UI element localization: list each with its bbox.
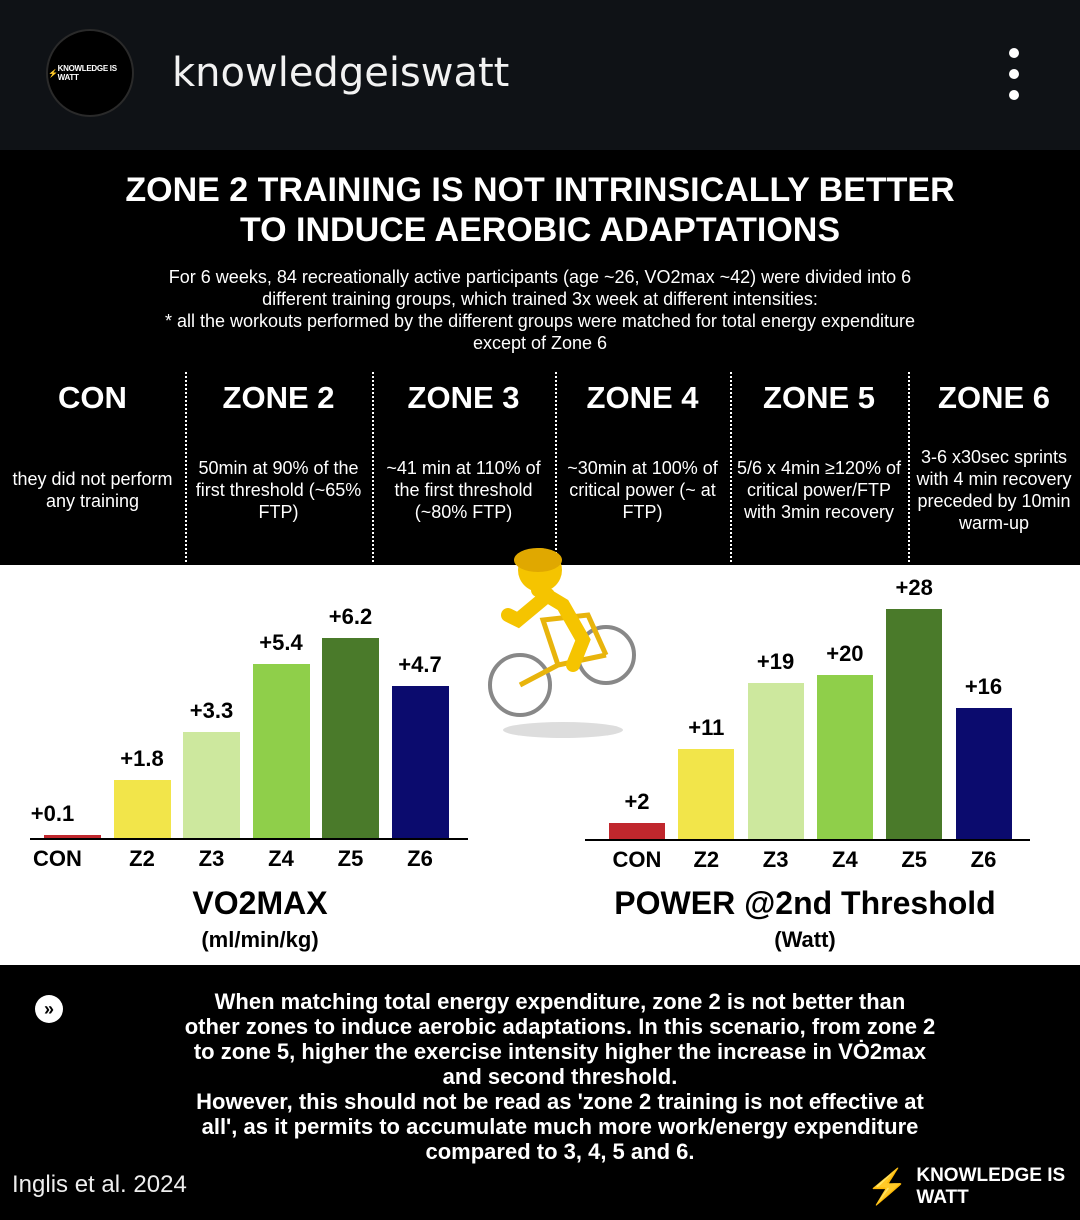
title-line: TO INDUCE AEROBIC ADAPTATIONS (239, 211, 841, 249)
x-tick-label: CON (612, 847, 662, 872)
infographic-title: ZONE 2 TRAINING IS NOT INTRINSICALLY BET… (0, 170, 1080, 250)
zone-divider (555, 372, 557, 562)
desc-line: different training groups, which trained… (262, 289, 818, 309)
zone-description: ~41 min at 110% of the first threshold (… (386, 458, 541, 522)
bar-z2 (678, 748, 735, 839)
bolt-icon: ⚡ (866, 1168, 909, 1206)
citation: Inglis et al. 2024 (12, 1171, 187, 1198)
conclusion-line: other zones to induce aerobic adaptation… (184, 1014, 936, 1039)
zone-description: 5/6 x 4min ≥120% of critical power/FTP w… (737, 458, 901, 522)
zone-description: 3-6 x30sec sprints with 4 min recovery p… (916, 447, 1072, 533)
chart-title: POWER @2nd Threshold (614, 885, 996, 921)
avatar-text: KNOWLEDGE IS WATT (57, 64, 117, 82)
x-tick-label: Z5 (337, 846, 364, 871)
x-axis-line (585, 839, 1030, 841)
x-tick-label: Z2 (129, 846, 155, 871)
data-label: +11 (688, 714, 725, 740)
conclusion-line: When matching total energy expenditure, … (214, 989, 906, 1014)
zone-name: ZONE 4 (586, 380, 699, 415)
zone-column: ZONE 3 ~41 min at 110% of the first thres… (377, 375, 550, 565)
x-tick-label: Z4 (832, 847, 858, 872)
conclusion-line: to zone 5, higher the exercise intensity… (193, 1039, 927, 1064)
bar-con (609, 822, 665, 839)
zone-name: ZONE 3 (407, 380, 520, 415)
post-header: ⚡ KNOWLEDGE IS WATT knowledgeiswatt (0, 0, 1080, 150)
data-label: +20 (826, 640, 864, 666)
bar-z6 (391, 686, 449, 838)
zone-description: 50min at 90% of the first threshold (~65… (195, 458, 362, 522)
bar-z5 (886, 609, 943, 839)
zone-name: ZONE 5 (763, 380, 875, 415)
desc-line: For 6 weeks, 84 recreationally active pa… (168, 267, 912, 287)
conclusion-line: all', as it permits to accumulate much m… (201, 1114, 919, 1139)
username[interactable]: knowledgeiswatt (172, 50, 510, 96)
x-axis-line (30, 838, 468, 840)
avatar[interactable]: ⚡ KNOWLEDGE IS WATT (46, 29, 134, 117)
chart-unit: (ml/min/kg) (201, 927, 319, 952)
x-tick-label: CON (33, 846, 82, 871)
double-chevron-right-icon: » (35, 995, 63, 1023)
bar-z5 (322, 638, 379, 838)
brand-logo: ⚡ KNOWLEDGE IS WATT (866, 1165, 1080, 1209)
bolt-icon: ⚡ (48, 68, 58, 78)
chart-unit: (Watt) (774, 927, 836, 952)
x-tick-label: Z5 (901, 847, 928, 872)
x-tick-label: Z4 (268, 846, 294, 871)
chart-title: VO2MAX (192, 885, 328, 921)
zone-name: CON (58, 380, 127, 415)
data-label: +3.3 (189, 697, 234, 723)
desc-line: * all the workouts performed by the diff… (164, 311, 916, 331)
data-label: +16 (964, 673, 1003, 699)
data-label: +5.4 (259, 629, 303, 655)
zone-description: they did not perform any training (12, 469, 173, 511)
desc-line: except of Zone 6 (472, 333, 608, 353)
x-tick-label: Z3 (762, 847, 789, 872)
x-tick-label: Z3 (198, 846, 225, 871)
data-label: +28 (895, 575, 933, 600)
bar-z4 (252, 663, 310, 838)
conclusion-line: and second threshold. (442, 1064, 678, 1089)
bar-z3 (183, 731, 240, 838)
data-label: +19 (756, 648, 795, 674)
bar-z3 (747, 682, 804, 839)
zone-column: ZONE 6 3-6 x30sec sprints with 4 min reco… (913, 375, 1075, 565)
data-label: +1.8 (120, 745, 164, 771)
data-label: +2 (624, 788, 650, 814)
x-tick-label: Z6 (970, 847, 997, 872)
x-tick-label: Z6 (407, 846, 433, 871)
cyclist-icon (488, 548, 636, 738)
zone-divider (908, 372, 910, 562)
conclusion-line: However, this should not be read as 'zon… (196, 1089, 924, 1114)
zone-column: ZONE 2 50min at 90% of the first threshol… (190, 375, 367, 565)
zone-column: CON they did not perform any training (5, 375, 180, 565)
infographic-header: ZONE 2 TRAINING IS NOT INTRINSICALLY BET… (0, 150, 1080, 565)
zone-divider (185, 372, 187, 562)
study-description: For 6 weeks, 84 recreationally active pa… (40, 266, 1040, 354)
x-tick-label: Z2 (693, 847, 720, 872)
conclusion-panel: » When matching total energy expenditure… (0, 965, 1080, 1220)
zone-divider (730, 372, 732, 562)
zone-name: ZONE 2 (222, 380, 335, 415)
title-line: ZONE 2 TRAINING IS NOT INTRINSICALLY BET… (125, 171, 955, 209)
bar-con (44, 834, 101, 838)
zone-name: ZONE 6 (938, 380, 1050, 415)
conclusion-text: When matching total energy expenditure, … (100, 989, 1020, 1164)
bar-z6 (955, 707, 1012, 839)
conclusion-line: compared to 3, 4, 5 and 6. (425, 1139, 695, 1164)
data-label: +0.1 (30, 800, 75, 826)
zone-description: ~30min at 100% of critical power (~ at F… (567, 458, 718, 522)
data-label: +6.2 (328, 604, 373, 629)
charts-area: +0.1 CON +1.8 Z2 +3.3 Z3 +5.4 Z4 +6.2 Z5 +4.7 Z6 VO2… (0, 548, 1080, 965)
zone-column: ZONE 4 ~30min at 100% of critical power (… (560, 375, 725, 565)
bar-z4 (816, 674, 873, 839)
zone-divider (372, 372, 374, 562)
zone-column: ZONE 5 5/6 x 4min ≥120% of critical power… (735, 375, 903, 565)
bar-z2 (113, 779, 171, 838)
more-vertical-icon[interactable] (1002, 48, 1026, 100)
brand-text: KNOWLEDGE IS WATT (916, 1165, 1066, 1208)
data-label: +4.7 (398, 652, 442, 678)
